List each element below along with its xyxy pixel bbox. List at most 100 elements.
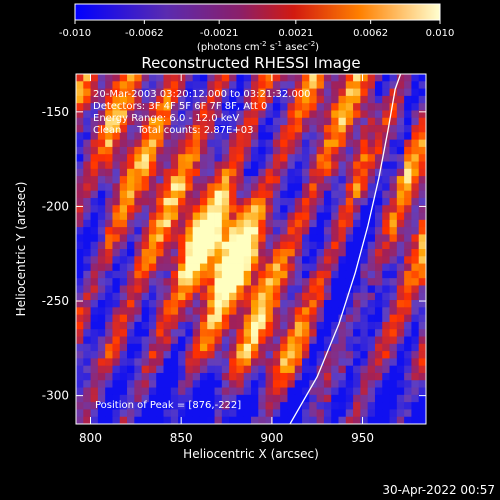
heatmap-cell — [374, 168, 383, 177]
heatmap-cell — [258, 81, 266, 89]
heatmap-cell — [97, 132, 106, 141]
heatmap-cell — [258, 321, 266, 330]
y-tick-label: -300 — [42, 389, 69, 403]
heatmap-cell — [229, 365, 237, 374]
heatmap-cell — [338, 234, 347, 243]
heatmap-cell — [404, 263, 412, 272]
heatmap-cell — [251, 372, 259, 381]
heatmap-cell — [251, 227, 259, 235]
heatmap-cell — [382, 161, 390, 170]
heatmap-cell — [141, 263, 150, 272]
heatmap-cell — [360, 168, 369, 177]
heatmap-cell — [302, 343, 310, 352]
heatmap-cell — [141, 103, 150, 111]
heatmap-cell — [345, 416, 354, 424]
heatmap-cell — [316, 321, 325, 330]
heatmap-cell — [396, 95, 405, 104]
heatmap-cell — [112, 387, 121, 396]
heatmap-cell — [251, 321, 259, 330]
heatmap-cell — [83, 321, 91, 330]
heatmap-cell — [389, 74, 398, 82]
heatmap-cell — [221, 197, 230, 206]
heatmap-cell — [178, 372, 186, 381]
heatmap-cell — [221, 351, 230, 359]
heatmap-cell — [272, 132, 281, 141]
heatmap-cell — [331, 314, 339, 323]
heatmap-cell — [112, 146, 121, 155]
heatmap-cell — [163, 95, 172, 104]
heatmap-cell — [90, 387, 99, 396]
heatmap-cell — [156, 343, 164, 352]
heatmap-cell — [236, 394, 245, 403]
heatmap-cell — [396, 234, 405, 243]
heatmap-cell — [382, 88, 390, 97]
heatmap-cell — [148, 197, 157, 206]
heatmap-cell — [251, 219, 259, 228]
heatmap-cell — [316, 219, 325, 228]
heatmap-cell — [236, 125, 245, 133]
heatmap-cell — [309, 358, 318, 367]
heatmap-cell — [338, 197, 347, 206]
heatmap-cell — [323, 365, 332, 374]
heatmap-cell — [265, 314, 274, 323]
heatmap-cell — [127, 139, 135, 148]
colorbar-tick-label: -0.0062 — [125, 28, 164, 39]
heatmap-cell — [236, 402, 245, 410]
heatmap-cell — [156, 270, 164, 279]
heatmap-cell — [192, 146, 201, 155]
heatmap-cell — [316, 394, 325, 403]
heatmap-cell — [316, 278, 325, 286]
heatmap-cell — [265, 380, 274, 388]
heatmap-cell — [229, 74, 237, 82]
heatmap-cell — [360, 95, 369, 104]
heatmap-cell — [396, 402, 405, 410]
heatmap-cell — [112, 132, 121, 141]
heatmap-cell — [76, 365, 84, 374]
heatmap-cell — [192, 219, 201, 228]
heatmap-cell — [272, 270, 281, 279]
heatmap-cell — [214, 110, 223, 119]
heatmap-cell — [207, 95, 215, 104]
heatmap-cell — [382, 278, 390, 286]
heatmap-cell — [236, 205, 245, 213]
heatmap-cell — [287, 321, 296, 330]
heatmap-cell — [258, 197, 266, 206]
heatmap-cell — [265, 278, 274, 286]
heatmap-cell — [404, 380, 412, 388]
heatmap-cell — [112, 154, 121, 162]
heatmap-cell — [221, 205, 230, 213]
heatmap-cell — [134, 292, 143, 301]
heatmap-cell — [243, 212, 252, 221]
heatmap-cell — [389, 132, 398, 141]
heatmap-cell — [302, 270, 310, 279]
heatmap-cell — [243, 278, 252, 286]
heatmap-cell — [134, 249, 143, 257]
heatmap-cell — [214, 307, 223, 316]
heatmap-cell — [97, 321, 106, 330]
heatmap-cell — [251, 241, 259, 250]
heatmap-cell — [374, 103, 383, 111]
heatmap-cell — [127, 365, 135, 374]
heatmap-cell — [294, 168, 303, 177]
heatmap-cell — [374, 219, 383, 228]
heatmap-cell — [236, 278, 245, 286]
heatmap-cell — [134, 416, 143, 424]
heatmap-cell — [272, 307, 281, 316]
heatmap-cell — [119, 416, 128, 424]
heatmap-cell — [404, 146, 412, 155]
heatmap-cell — [221, 343, 230, 352]
heatmap-cell — [353, 154, 361, 162]
heatmap-cell — [302, 103, 310, 111]
heatmap-cell — [316, 197, 325, 206]
heatmap-cell — [141, 351, 150, 359]
heatmap-cell — [97, 241, 106, 250]
heatmap-cell — [214, 329, 223, 337]
heatmap-cell — [404, 103, 412, 111]
heatmap-cell — [360, 190, 369, 199]
heatmap-cell — [331, 103, 339, 111]
heatmap-cell — [418, 365, 426, 374]
heatmap-cell — [141, 343, 150, 352]
heatmap-cell — [156, 314, 164, 323]
heatmap-cell — [236, 95, 245, 104]
heatmap-cell — [97, 249, 106, 257]
